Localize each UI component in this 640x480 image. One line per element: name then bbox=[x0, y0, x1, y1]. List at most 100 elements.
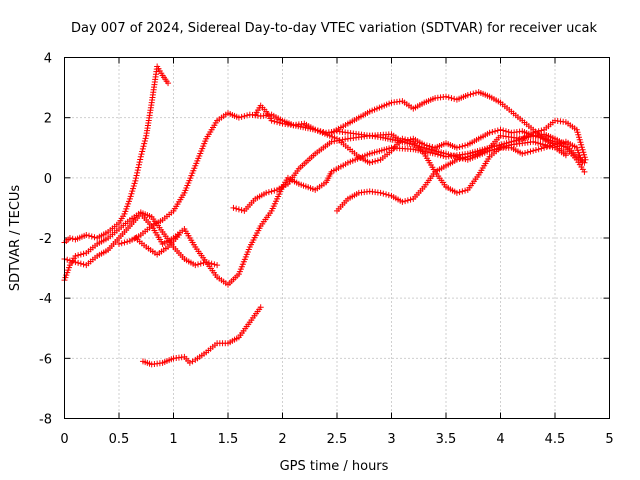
data-point-marker bbox=[580, 149, 587, 156]
data-point-marker bbox=[265, 189, 272, 196]
data-point-marker bbox=[235, 114, 242, 121]
series-track-h bbox=[252, 102, 569, 196]
data-point-marker bbox=[238, 113, 245, 120]
data-point-marker bbox=[122, 208, 129, 215]
data-point-marker bbox=[135, 164, 142, 171]
data-point-marker bbox=[142, 135, 149, 142]
data-point-marker bbox=[575, 131, 582, 138]
data-point-marker bbox=[263, 189, 270, 196]
data-point-marker bbox=[235, 206, 242, 213]
x-tick-label: 1.5 bbox=[218, 432, 239, 447]
data-point-marker bbox=[530, 129, 537, 136]
data-point-marker bbox=[132, 177, 139, 184]
data-point-marker bbox=[538, 145, 545, 152]
data-point-marker bbox=[75, 259, 82, 266]
data-point-marker bbox=[464, 92, 471, 99]
data-point-marker bbox=[134, 169, 141, 176]
data-point-marker bbox=[456, 156, 463, 163]
data-point-marker bbox=[64, 269, 71, 276]
data-point-marker bbox=[131, 180, 138, 187]
data-point-marker bbox=[470, 152, 477, 159]
data-point-marker bbox=[497, 126, 504, 133]
data-point-marker bbox=[129, 188, 136, 195]
data-point-marker bbox=[72, 259, 79, 266]
data-point-marker bbox=[459, 155, 466, 162]
series-track-j bbox=[334, 117, 589, 214]
data-point-marker bbox=[205, 259, 212, 266]
data-point-marker bbox=[554, 140, 561, 147]
data-point-marker bbox=[535, 146, 542, 153]
data-point-marker bbox=[578, 144, 585, 151]
data-point-marker bbox=[80, 250, 87, 257]
data-point-marker bbox=[121, 210, 128, 217]
data-point-marker bbox=[244, 112, 251, 119]
data-point-marker bbox=[492, 128, 499, 135]
data-point-marker bbox=[200, 259, 207, 266]
data-point-marker bbox=[77, 251, 84, 258]
data-point-marker bbox=[137, 156, 144, 163]
data-point-marker bbox=[64, 256, 71, 263]
data-point-marker bbox=[66, 257, 73, 264]
data-point-marker bbox=[404, 197, 411, 204]
x-tick-label: 3.5 bbox=[436, 432, 457, 447]
data-point-marker bbox=[124, 238, 131, 245]
data-point-marker bbox=[456, 189, 463, 196]
y-tick-labels: -8 -6 -4 -2 0 2 4 bbox=[39, 52, 52, 428]
data-point-marker bbox=[546, 143, 553, 150]
data-point-marker bbox=[581, 151, 588, 158]
data-point-marker bbox=[137, 153, 144, 160]
data-point-marker bbox=[467, 91, 474, 98]
data-point-marker bbox=[472, 151, 479, 158]
data-point-marker bbox=[402, 198, 409, 205]
data-point-marker bbox=[423, 142, 430, 149]
data-point-marker bbox=[578, 157, 585, 164]
data-point-marker bbox=[459, 188, 466, 195]
data-point-marker bbox=[139, 148, 146, 155]
data-point-marker bbox=[443, 93, 449, 100]
data-point-marker bbox=[402, 136, 409, 143]
data-point-marker bbox=[532, 128, 539, 135]
data-point-marker bbox=[342, 136, 349, 143]
data-point-marker bbox=[538, 127, 545, 134]
data-point-marker bbox=[407, 137, 414, 144]
data-series bbox=[61, 63, 589, 368]
data-point-marker bbox=[579, 159, 586, 166]
data-point-marker bbox=[271, 118, 278, 125]
data-point-marker bbox=[66, 235, 73, 241]
data-point-marker bbox=[86, 232, 93, 239]
data-point-marker bbox=[486, 129, 493, 136]
data-point-marker bbox=[374, 157, 381, 164]
data-point-marker bbox=[445, 94, 452, 101]
y-tick-label: -6 bbox=[39, 352, 52, 367]
data-point-marker bbox=[339, 136, 346, 143]
x-tick-label: 2.5 bbox=[327, 432, 348, 447]
y-tick-label: 0 bbox=[44, 172, 52, 187]
data-point-marker bbox=[276, 119, 283, 126]
data-point-marker bbox=[467, 153, 474, 160]
data-point-marker bbox=[524, 149, 531, 156]
data-point-marker bbox=[575, 149, 582, 156]
data-point-marker bbox=[453, 144, 460, 151]
data-point-marker bbox=[456, 143, 463, 150]
data-point-marker bbox=[576, 136, 583, 143]
data-point-marker bbox=[80, 261, 87, 268]
data-point-marker bbox=[118, 240, 125, 247]
data-point-marker bbox=[581, 168, 588, 175]
data-point-marker bbox=[522, 150, 529, 157]
data-point-marker bbox=[257, 304, 264, 311]
data-point-marker bbox=[464, 153, 471, 160]
data-point-marker bbox=[459, 143, 466, 150]
data-point-marker bbox=[369, 159, 376, 166]
x-tick-labels: 0 0.5 1 1.5 2 2.5 3 3.5 4 4.5 5 bbox=[60, 432, 613, 447]
data-point-marker bbox=[366, 159, 373, 166]
data-point-marker bbox=[421, 141, 428, 148]
data-point-marker bbox=[380, 190, 387, 197]
data-point-marker bbox=[241, 113, 248, 120]
x-tick-label: 3 bbox=[387, 432, 395, 447]
data-point-marker bbox=[72, 253, 79, 260]
data-point-marker bbox=[494, 127, 501, 134]
data-point-marker bbox=[83, 231, 90, 238]
data-point-marker bbox=[268, 188, 275, 195]
x-axis-label: GPS time / hours bbox=[280, 459, 389, 474]
data-point-marker bbox=[552, 141, 558, 148]
